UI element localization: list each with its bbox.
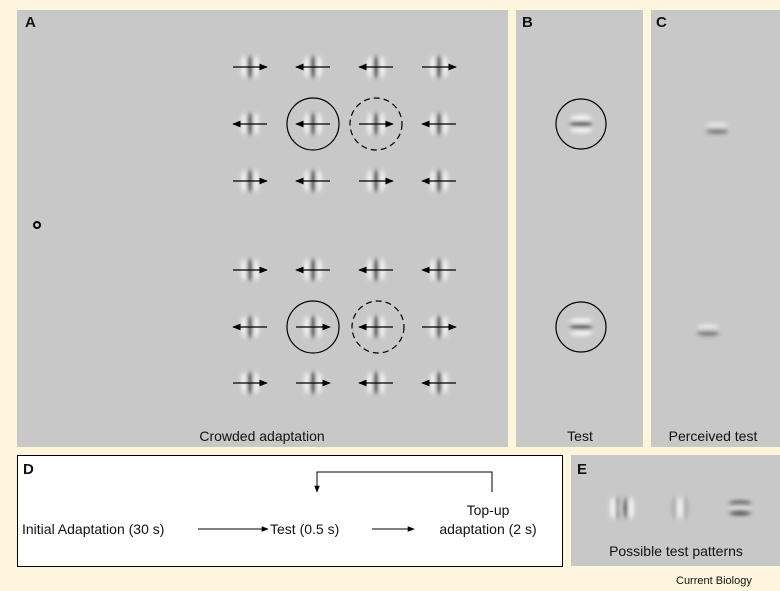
stripe [697, 330, 719, 335]
stripe [628, 497, 633, 519]
stripe [610, 497, 615, 519]
stripe [729, 509, 751, 514]
gabor [610, 497, 633, 519]
gabor [570, 115, 592, 132]
panel-label: B [522, 14, 533, 31]
stripe [570, 121, 592, 126]
stripe [570, 324, 592, 329]
journal: Current Biology [676, 575, 752, 587]
stripe [683, 497, 688, 519]
stripe [622, 497, 627, 519]
figure: A Crowded adaptation B Test C Perceived … [0, 0, 780, 591]
stripe [706, 122, 728, 127]
stripe [671, 497, 676, 519]
panel-b [516, 10, 643, 447]
caption: Possible test patterns [609, 543, 743, 559]
stripe [570, 127, 592, 132]
panel-label: E [577, 461, 587, 478]
step: Test (0.5 s) [270, 521, 339, 537]
stripe [677, 497, 682, 519]
stripe [697, 324, 719, 329]
stripe [570, 115, 592, 120]
stripe [570, 330, 592, 335]
step: adaptation (2 s) [439, 521, 536, 537]
stripe [570, 318, 592, 323]
caption: Crowded adaptation [199, 428, 324, 444]
panel-label: C [656, 14, 667, 31]
stripe [706, 128, 728, 133]
panel-label: D [23, 461, 34, 478]
gabor [729, 501, 751, 514]
panel-c [651, 10, 780, 447]
step: Initial Adaptation (30 s) [22, 521, 164, 537]
gabor [570, 318, 592, 335]
caption: Perceived test [669, 428, 758, 444]
step: Top-up [467, 502, 510, 518]
gabor [671, 497, 688, 519]
caption: Test [567, 428, 593, 444]
panel-label: A [25, 14, 36, 31]
